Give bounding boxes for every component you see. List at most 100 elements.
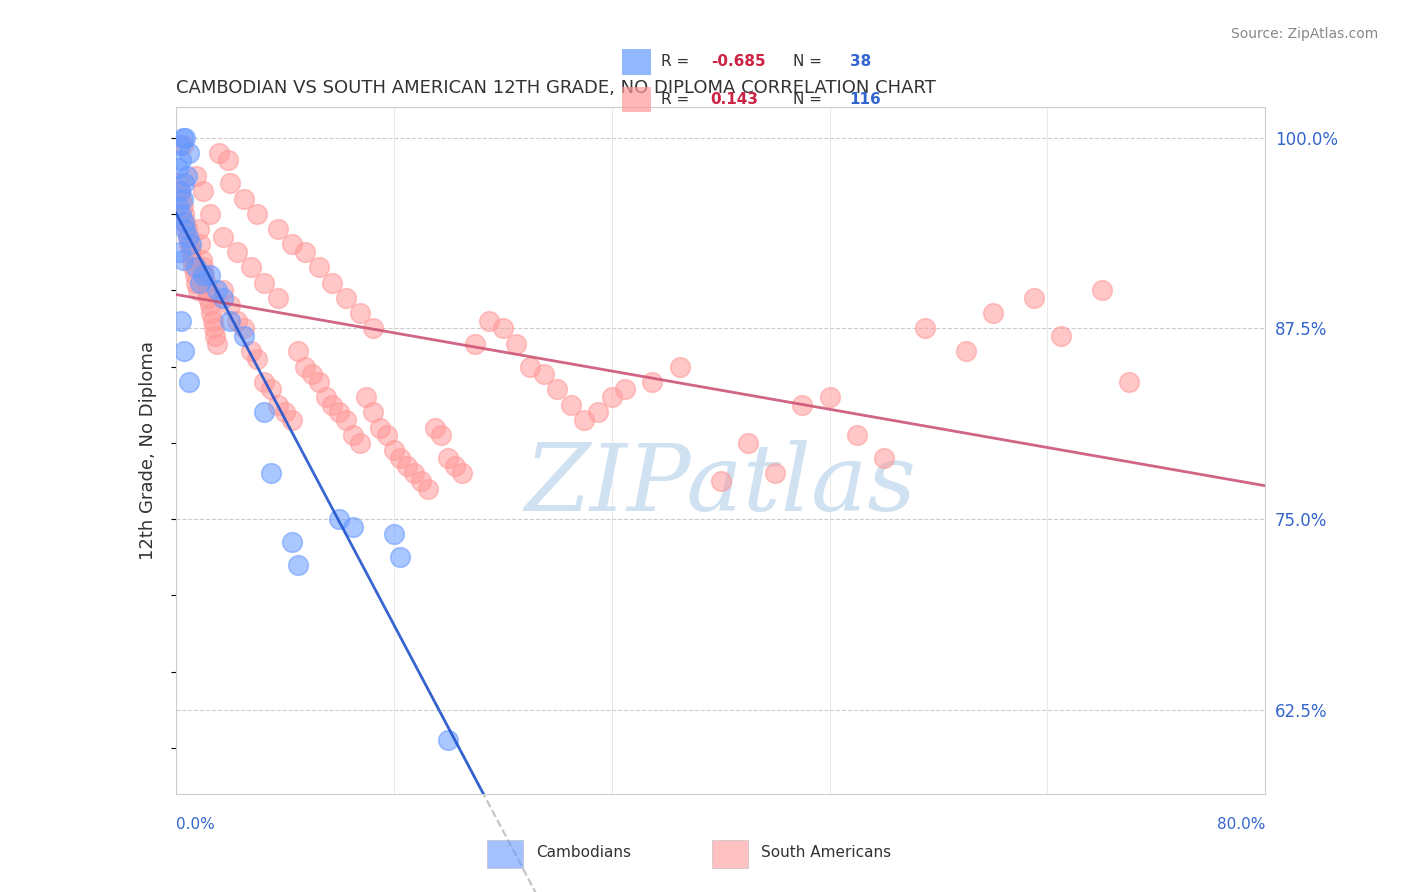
Point — [560, 398, 582, 412]
Point — [315, 390, 337, 404]
Point — [375, 428, 398, 442]
Point — [226, 314, 249, 328]
Point — [914, 321, 936, 335]
Point — [191, 260, 214, 275]
Point — [177, 229, 200, 244]
Point — [505, 336, 527, 351]
Point — [195, 283, 218, 297]
Point — [533, 367, 555, 381]
Bar — [621, 49, 651, 75]
Point — [873, 451, 896, 466]
Point — [478, 314, 501, 328]
Text: N =: N = — [793, 92, 827, 107]
Point — [179, 145, 201, 160]
Point — [260, 467, 283, 481]
Point — [321, 398, 343, 412]
Point — [190, 252, 212, 267]
Point — [294, 245, 316, 260]
Point — [167, 199, 190, 213]
Point — [169, 184, 191, 198]
Point — [219, 298, 242, 312]
Point — [308, 375, 330, 389]
Point — [253, 276, 276, 290]
Point — [174, 130, 197, 145]
Text: CAMBODIAN VS SOUTH AMERICAN 12TH GRADE, NO DIPLOMA CORRELATION CHART: CAMBODIAN VS SOUTH AMERICAN 12TH GRADE, … — [176, 79, 935, 97]
Point — [668, 359, 690, 374]
Text: R =: R = — [661, 54, 695, 70]
Point — [172, 252, 194, 267]
Point — [308, 260, 330, 275]
Text: 0.0%: 0.0% — [176, 817, 215, 831]
Point — [464, 336, 486, 351]
Point — [600, 390, 623, 404]
Point — [368, 420, 391, 434]
Text: Source: ZipAtlas.com: Source: ZipAtlas.com — [1230, 27, 1378, 41]
Point — [342, 520, 364, 534]
Point — [239, 260, 262, 275]
Point — [267, 291, 290, 305]
Point — [955, 344, 977, 359]
Point — [396, 458, 419, 473]
Text: R =: R = — [661, 92, 699, 107]
Point — [174, 214, 197, 228]
Point — [641, 375, 664, 389]
Point — [167, 161, 190, 175]
Point — [172, 199, 194, 213]
Point — [169, 138, 191, 153]
Point — [173, 207, 195, 221]
Point — [1091, 283, 1114, 297]
Point — [818, 390, 841, 404]
Point — [180, 237, 202, 252]
Point — [170, 153, 193, 168]
Text: ZIPatlas: ZIPatlas — [524, 440, 917, 530]
Text: 116: 116 — [849, 92, 882, 107]
Point — [423, 420, 446, 434]
Point — [183, 260, 205, 275]
Point — [201, 314, 224, 328]
Point — [437, 733, 460, 747]
Text: N =: N = — [793, 54, 827, 70]
Text: Cambodians: Cambodians — [537, 846, 631, 860]
Point — [186, 260, 208, 275]
Point — [239, 344, 262, 359]
Text: 38: 38 — [849, 54, 870, 70]
Point — [437, 451, 460, 466]
Point — [200, 306, 222, 320]
Point — [176, 222, 198, 236]
Point — [614, 383, 637, 397]
Point — [177, 229, 200, 244]
Point — [232, 192, 254, 206]
Text: 80.0%: 80.0% — [1218, 817, 1265, 831]
Point — [188, 276, 211, 290]
Point — [389, 451, 412, 466]
Point — [274, 405, 297, 419]
Point — [574, 413, 596, 427]
Point — [205, 336, 228, 351]
Point — [342, 428, 364, 442]
Point — [450, 467, 472, 481]
Point — [1022, 291, 1045, 305]
Point — [492, 321, 515, 335]
Point — [546, 383, 568, 397]
Point — [212, 291, 235, 305]
Point — [187, 222, 209, 236]
Point — [356, 390, 378, 404]
Point — [280, 413, 302, 427]
Point — [186, 276, 208, 290]
Point — [586, 405, 609, 419]
Point — [181, 252, 204, 267]
Point — [205, 283, 228, 297]
Point — [404, 467, 426, 481]
Point — [253, 375, 276, 389]
Point — [287, 558, 309, 572]
Point — [710, 474, 733, 488]
Point — [409, 474, 432, 488]
Point — [198, 268, 221, 282]
Point — [191, 268, 214, 282]
Point — [845, 428, 868, 442]
Point — [267, 222, 290, 236]
Point — [361, 405, 384, 419]
Bar — [621, 87, 651, 112]
Point — [212, 229, 235, 244]
Point — [173, 177, 195, 191]
